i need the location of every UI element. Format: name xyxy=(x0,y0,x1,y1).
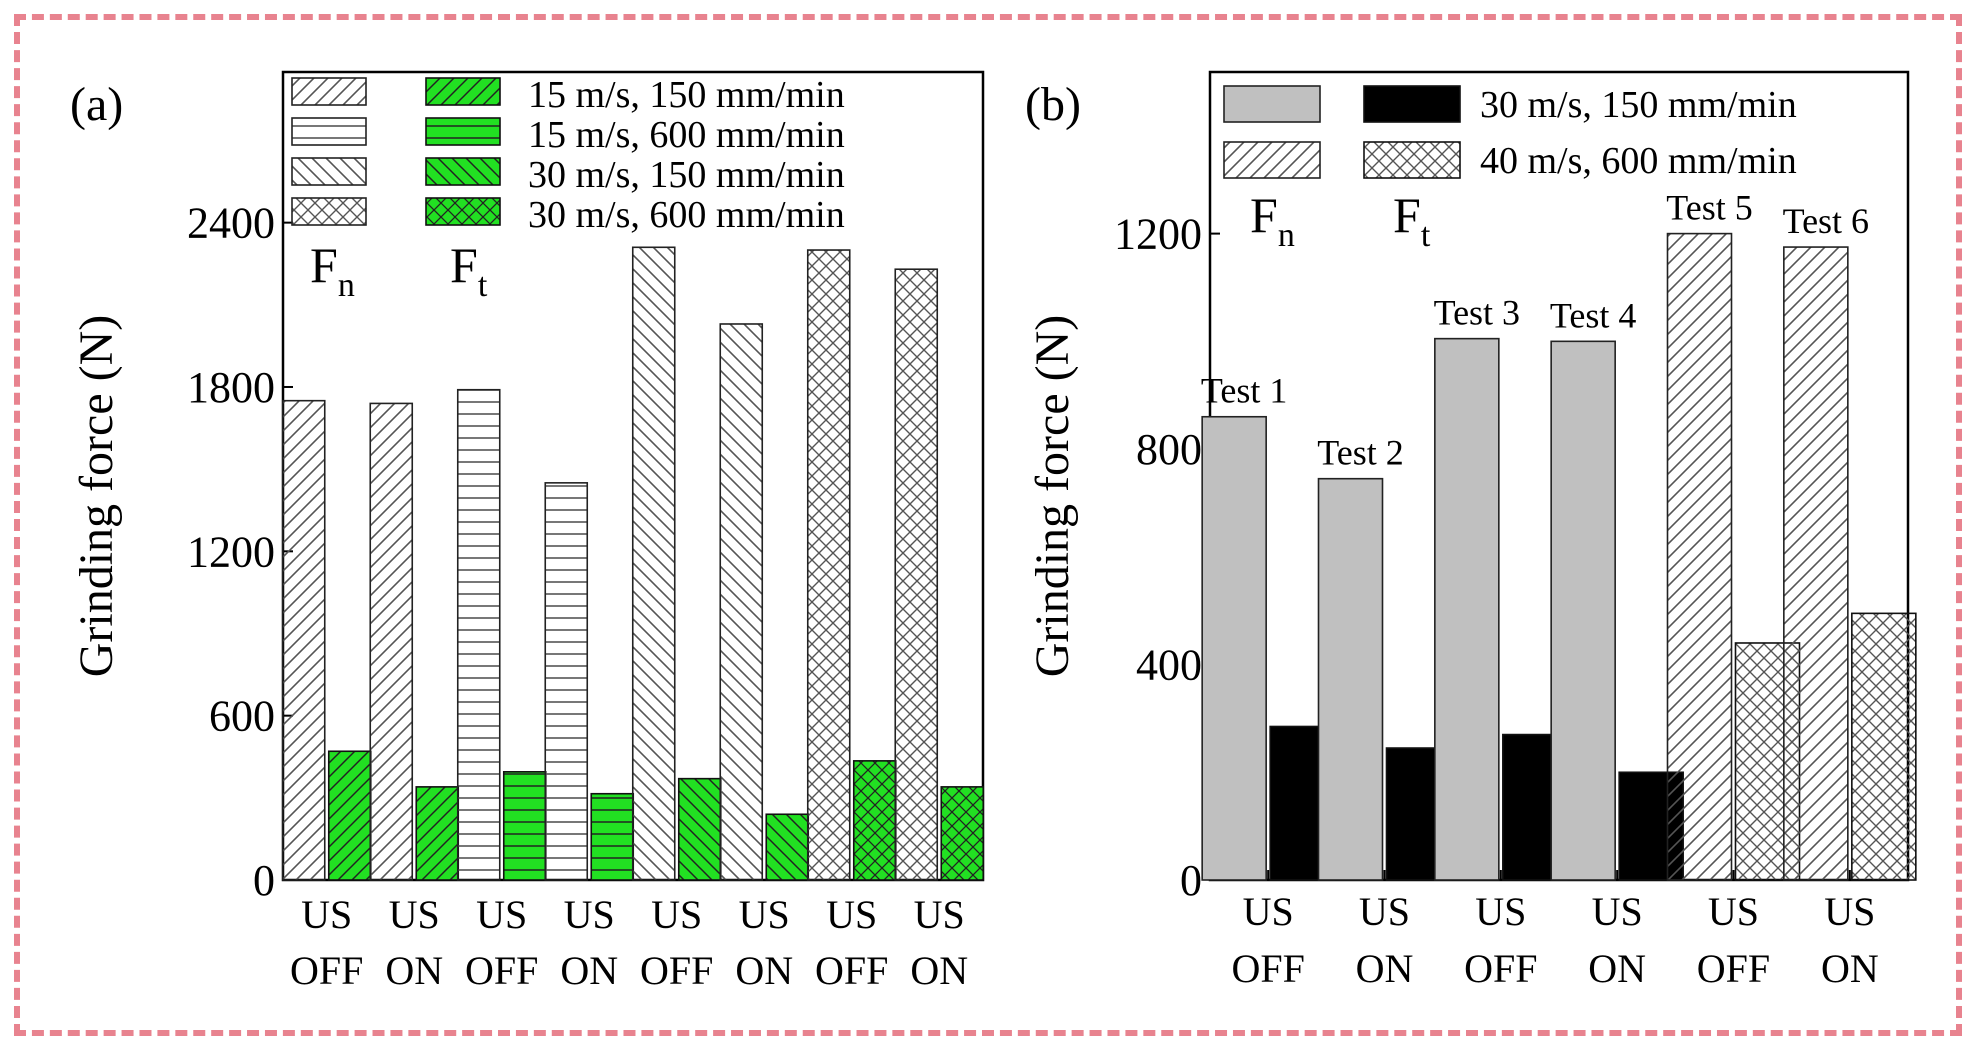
x-category-label-line1: US xyxy=(914,892,965,937)
test-label: Test 1 xyxy=(1201,371,1287,411)
bar-ft xyxy=(940,786,985,881)
bar-fn xyxy=(806,249,851,881)
bar-fn xyxy=(631,246,676,881)
bar-fn xyxy=(544,482,589,881)
legend-swatch-fn xyxy=(291,197,367,226)
x-category-label-line2: ON xyxy=(1821,946,1879,991)
bar-ft xyxy=(415,786,460,881)
legend-fn-symbol: Fn xyxy=(1250,187,1295,254)
x-category-label-line1: US xyxy=(1475,889,1526,934)
bar-fn xyxy=(281,399,326,881)
bar-ft xyxy=(1851,612,1917,881)
x-category-label-line2: ON xyxy=(910,948,968,993)
y-tick-label: 600 xyxy=(209,692,275,741)
bar-fn xyxy=(719,323,764,881)
chart-panel-b xyxy=(1201,70,1917,882)
legend-fn-symbol: Fn xyxy=(310,237,355,304)
x-category-label-line2: OFF xyxy=(1464,946,1537,991)
legend-swatch-fn xyxy=(291,77,367,106)
panel-label: (a) xyxy=(70,78,123,131)
legend-swatch-ft xyxy=(425,77,501,106)
x-category-label-line1: US xyxy=(1592,889,1643,934)
x-category-label-line1: US xyxy=(564,892,615,937)
test-label: Test 2 xyxy=(1317,433,1403,473)
legend-entry-label: 40 m/s, 600 mm/min xyxy=(1480,140,1797,182)
x-category-label-line1: US xyxy=(1359,889,1410,934)
x-category-label-line1: US xyxy=(739,892,790,937)
bar-fn xyxy=(1201,415,1267,881)
legend-entry-label: 15 m/s, 150 mm/min xyxy=(528,74,845,116)
y-tick-label: 1200 xyxy=(1114,210,1202,259)
y-tick-label: 0 xyxy=(253,856,275,905)
test-label: Test 6 xyxy=(1783,201,1869,241)
x-category-label-line2: ON xyxy=(735,948,793,993)
x-category-label-line2: ON xyxy=(1588,946,1646,991)
bar-fn xyxy=(369,402,414,881)
x-category-label-line1: US xyxy=(826,892,877,937)
x-category-label-line1: US xyxy=(476,892,527,937)
x-category-label-line2: ON xyxy=(385,948,443,993)
legend-swatch-fn xyxy=(291,157,367,186)
test-label: Test 3 xyxy=(1434,293,1520,333)
x-category-label-line2: OFF xyxy=(1697,946,1770,991)
panel-label: (b) xyxy=(1025,78,1081,131)
chart-panel-a xyxy=(281,70,985,882)
x-category-label-line1: US xyxy=(389,892,440,937)
x-category-label-line1: US xyxy=(1243,889,1294,934)
x-category-label-line2: OFF xyxy=(290,948,363,993)
y-tick-label: 2400 xyxy=(187,199,275,248)
bar-fn xyxy=(1666,232,1733,881)
x-category-label-line2: OFF xyxy=(465,948,538,993)
figure-frame xyxy=(14,14,1962,1036)
test-label: Test 4 xyxy=(1550,295,1636,335)
bar-fn xyxy=(1434,337,1500,881)
legend-entry-label: 30 m/s, 600 mm/min xyxy=(528,194,845,236)
test-label: Test 5 xyxy=(1666,188,1752,228)
x-category-label-line1: US xyxy=(1708,889,1759,934)
y-tick-label: 1200 xyxy=(187,527,275,576)
y-tick-label: 400 xyxy=(1136,641,1202,690)
legend-ft-symbol: Ft xyxy=(1393,187,1431,254)
legend-swatch-ft xyxy=(1363,85,1461,123)
bar-ft xyxy=(852,760,897,881)
legend-entry-label: 30 m/s, 150 mm/min xyxy=(528,154,845,196)
legend-swatch-ft xyxy=(425,117,501,146)
bar-ft xyxy=(677,777,722,881)
bar-fn xyxy=(1550,340,1616,881)
legend-swatch-fn xyxy=(1223,85,1321,123)
bar-ft xyxy=(502,771,547,881)
x-category-label-line2: ON xyxy=(560,948,618,993)
legend-swatch-fn xyxy=(1223,141,1321,179)
legend-entry-label: 15 m/s, 600 mm/min xyxy=(528,114,845,156)
y-axis-label: Grinding force (N) xyxy=(1026,315,1079,678)
y-tick-label: 1800 xyxy=(187,363,275,412)
x-category-label-line1: US xyxy=(301,892,352,937)
bar-ft xyxy=(765,813,810,881)
x-category-label-line2: ON xyxy=(1356,946,1414,991)
bar-ft xyxy=(590,792,635,881)
legend-swatch-ft xyxy=(425,197,501,226)
x-category-label-line2: OFF xyxy=(815,948,888,993)
y-tick-label: 800 xyxy=(1136,425,1202,474)
x-category-label-line1: US xyxy=(651,892,702,937)
legend-swatch-ft xyxy=(425,157,501,186)
bar-fn xyxy=(456,388,501,881)
bar-fn xyxy=(1783,246,1849,881)
legend-ft-symbol: Ft xyxy=(450,237,488,304)
bar-fn xyxy=(1317,477,1384,881)
x-category-label-line1: US xyxy=(1824,889,1875,934)
legend-swatch-fn xyxy=(291,117,367,146)
y-axis-label: Grinding force (N) xyxy=(70,315,123,678)
x-category-label-line2: OFF xyxy=(640,948,713,993)
legend-swatch-ft xyxy=(1363,141,1461,179)
bar-ft xyxy=(327,750,372,881)
x-category-label-line2: OFF xyxy=(1231,946,1304,991)
y-tick-label: 0 xyxy=(1180,856,1202,905)
legend-entry-label: 30 m/s, 150 mm/min xyxy=(1480,84,1797,126)
bar-fn xyxy=(894,268,939,881)
